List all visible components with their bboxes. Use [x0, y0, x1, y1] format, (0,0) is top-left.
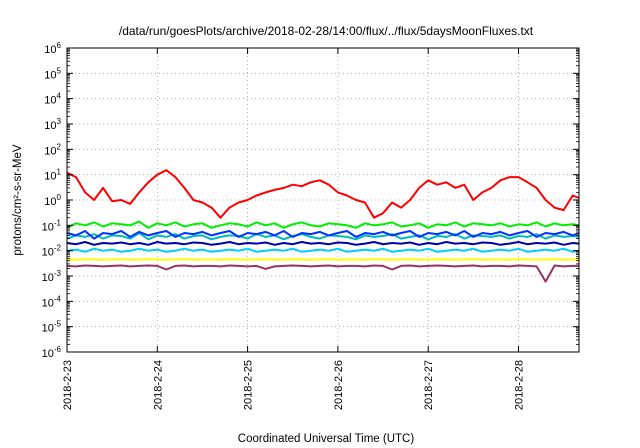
chart-title: /data/run/goesPlots/archive/2018-02-28/1… — [119, 24, 534, 38]
series-line-2 — [66, 220, 580, 229]
series-line-5 — [66, 241, 580, 246]
x-tick-label: 2018-2-25 — [243, 360, 255, 410]
y-tick-label: 101 — [44, 168, 61, 183]
y-tick-label: 10-6 — [42, 345, 62, 360]
y-tick-labels: 10-6 10-5 10-4 10-3 10-2 10-1 100 101 102 103 104 1… — [42, 41, 62, 360]
series-line-1 — [66, 169, 580, 219]
y-tick-label: 10-3 — [42, 269, 62, 284]
x-tick-label: 2018-2-23 — [62, 360, 74, 410]
x-tick-labels: 2018-2-23 2018-2-24 2018-2-25 2018-2-26 2018… — [62, 360, 525, 410]
grid-lines — [67, 48, 579, 352]
y-tick-label: 105 — [44, 66, 61, 81]
y-tick-label: 10-5 — [42, 320, 62, 335]
x-tick-label: 2018-2-24 — [152, 360, 164, 410]
series-line-6 — [66, 247, 580, 253]
y-tick-label: 10-2 — [42, 244, 62, 259]
y-tick-label: 102 — [44, 142, 61, 157]
x-tick-label: 2018-2-26 — [333, 360, 345, 410]
series-line-8 — [66, 264, 579, 283]
x-tick-label: 2018-2-27 — [423, 360, 435, 410]
y-tick-label: 10-1 — [42, 218, 62, 233]
series-line-4 — [66, 230, 580, 240]
y-tick-label: 104 — [44, 92, 61, 107]
series-line-7 — [66, 258, 579, 261]
y-tick-label: 10-4 — [42, 294, 62, 309]
y-tick-label: 106 — [44, 41, 61, 56]
axis-ticks — [66, 47, 579, 353]
y-tick-label: 100 — [44, 193, 61, 208]
series-line-3 — [66, 232, 580, 241]
y-tick-label: 103 — [44, 117, 61, 132]
x-axis-label: Coordinated Universal Time (UTC) — [238, 433, 415, 445]
x-tick-label: 2018-2-28 — [513, 360, 525, 410]
y-axis-label: protons/cm²-s-sr-MeV — [12, 144, 24, 256]
series-lines — [66, 169, 580, 283]
